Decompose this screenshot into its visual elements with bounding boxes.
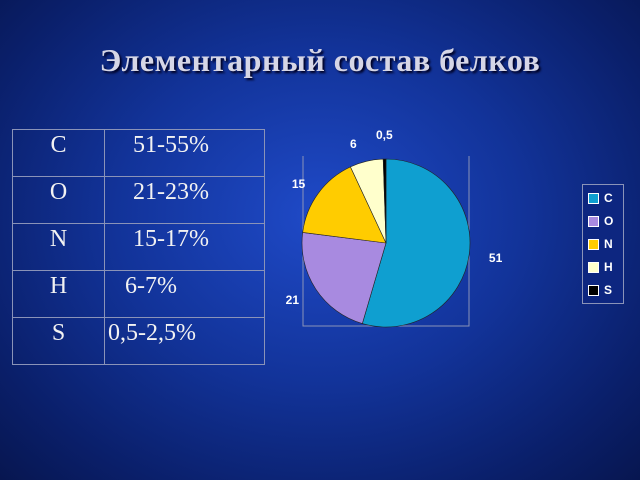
slide-title: Элементарный состав белков: [99, 42, 541, 78]
composition-table: C 51-55% O 21-23% N 15-17% H 6-7% S 0,5-…: [12, 129, 265, 365]
legend-label: H: [604, 260, 613, 274]
percent-cell: 21-23%: [104, 176, 265, 224]
legend-label: S: [604, 283, 613, 297]
pie-slice-n: [302, 166, 387, 244]
percent-cell: 0,5-2,5%: [104, 317, 265, 365]
legend-label: C: [604, 191, 613, 205]
legend-item-o: O: [588, 212, 613, 230]
legend-swatch: [588, 192, 599, 204]
table-row: N 15-17%: [12, 223, 265, 271]
legend-label: O: [604, 214, 614, 228]
percent-cell: 51-55%: [104, 129, 265, 177]
element-cell: O: [12, 176, 105, 224]
data-label-s: 0,5: [376, 128, 393, 142]
data-label-n: 15: [292, 177, 306, 191]
legend-label: N: [604, 237, 613, 251]
pie-slice-c: [361, 158, 471, 328]
legend-item-s: S: [588, 281, 612, 299]
table-row: C 51-55%: [12, 129, 265, 177]
legend-swatch: [588, 261, 599, 273]
element-cell: H: [12, 270, 105, 318]
table-row: H 6-7%: [12, 270, 265, 318]
legend-item-n: N: [588, 235, 613, 253]
pie-slice-o: [301, 232, 387, 324]
data-label-o: 21: [286, 293, 300, 307]
legend-item-c: C: [588, 189, 613, 207]
legend-swatch: [588, 284, 599, 296]
element-cell: C: [12, 129, 105, 177]
pie-slice-s: [382, 158, 387, 244]
legend-item-h: H: [588, 258, 613, 276]
percent-cell: 6-7%: [104, 270, 265, 318]
percent-cell: 15-17%: [104, 223, 265, 271]
data-label-c: 51: [489, 251, 503, 265]
legend-swatch: [588, 238, 599, 250]
table-row: S 0,5-2,5%: [12, 317, 265, 365]
element-cell: S: [12, 317, 105, 365]
table-row: O 21-23%: [12, 176, 265, 224]
data-label-h: 6: [350, 137, 357, 151]
legend-swatch: [588, 215, 599, 227]
